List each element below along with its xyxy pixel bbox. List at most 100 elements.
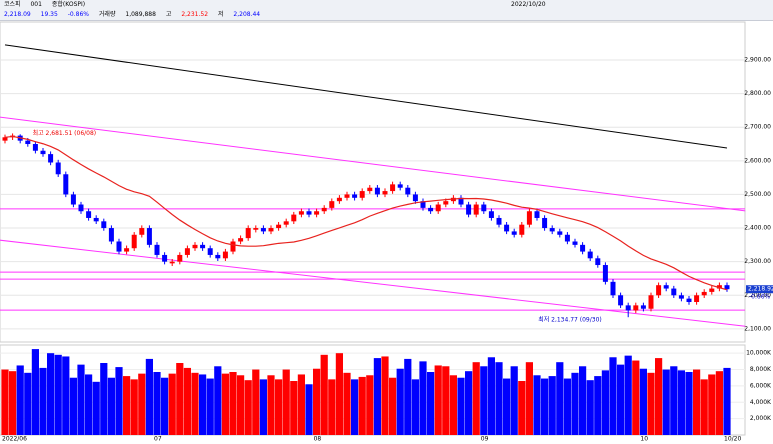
volume-bar <box>389 377 397 435</box>
candle-body <box>207 248 213 255</box>
volume-bar <box>465 371 473 435</box>
high-annotation: 최고 2,681.51 (06/08) <box>33 129 97 137</box>
volume-bar <box>320 354 328 435</box>
candle-body <box>93 217 99 222</box>
volume-bar <box>434 365 442 435</box>
candle-body <box>70 194 76 205</box>
volume-tick-label: 4,000K <box>750 399 772 406</box>
y-tick-label: 2,100.00 <box>744 325 771 332</box>
low-label: 저 <box>217 11 224 18</box>
x-tick-label: 07 <box>154 436 162 443</box>
volume-label: 거래량 <box>98 11 116 18</box>
volume-bar <box>396 368 404 435</box>
volume-bar <box>199 374 207 435</box>
moving-average <box>4 135 728 291</box>
candle-body <box>2 137 8 141</box>
y-tick-label: 2,200.00 <box>744 292 771 299</box>
volume-bar <box>601 370 609 435</box>
volume-bar <box>176 363 184 435</box>
candle-body <box>557 231 563 235</box>
volume-bar <box>723 367 731 435</box>
volume-bar <box>252 369 260 435</box>
candle-body <box>108 228 114 242</box>
candle-body <box>633 305 639 311</box>
candle-body <box>709 288 715 292</box>
volume-bar <box>335 353 343 435</box>
candle-body <box>466 204 472 215</box>
volume-bar <box>632 360 640 435</box>
candle-body <box>481 204 487 212</box>
change-pct: -0.86% <box>67 11 89 18</box>
candle-body <box>397 184 403 188</box>
y-tick-label: 2,900.00 <box>744 56 771 63</box>
candle-body <box>686 298 692 302</box>
volume-tick-label: 10,000K <box>746 350 772 357</box>
candle-body <box>488 211 494 218</box>
candle-body <box>701 291 707 296</box>
volume-bar <box>290 381 298 435</box>
volume-bar <box>221 373 229 435</box>
volume-bar <box>495 362 503 435</box>
price-pane <box>0 21 746 343</box>
volume-bar <box>700 379 708 435</box>
volume-bar <box>183 367 191 435</box>
candle-body <box>564 234 570 242</box>
volume-bar <box>54 354 62 435</box>
volume-bar <box>214 366 222 435</box>
volume-bar <box>168 373 176 435</box>
y-tick-label: 2,400.00 <box>744 225 771 232</box>
volume-bar <box>541 378 549 435</box>
candle-body <box>359 191 365 198</box>
last-price-box <box>746 285 773 294</box>
volume-bar <box>449 375 457 435</box>
candle-body <box>602 265 608 282</box>
volume-bar <box>153 372 161 435</box>
volume-bar <box>343 372 351 435</box>
candle-body <box>526 211 532 225</box>
candle-body <box>200 244 206 249</box>
candle-body <box>610 281 616 296</box>
candle-body <box>169 261 175 264</box>
candle-body <box>367 187 373 192</box>
candle-body <box>412 194 418 202</box>
candle-body <box>154 244 160 255</box>
volume-bar <box>404 358 412 435</box>
volume-bar <box>715 371 723 435</box>
volume-bar <box>639 368 647 435</box>
volume-bar <box>259 379 267 435</box>
volume-bar <box>708 374 716 435</box>
volume-bar <box>662 369 670 435</box>
candle-body <box>32 144 38 151</box>
low-annotation: 최저 2,134.77 (09/30) <box>538 316 602 324</box>
change: 19.35 <box>40 11 58 18</box>
trend-line <box>0 239 746 327</box>
candle-body <box>124 248 130 252</box>
candle-body <box>496 217 502 225</box>
volume-tick-label: 8,000K <box>750 366 772 373</box>
candle-body <box>374 187 380 195</box>
volume-bar <box>503 378 511 435</box>
volume-bar <box>624 355 632 435</box>
volume-bar <box>328 379 336 435</box>
candle-body <box>78 204 84 212</box>
candle-body <box>245 228 251 239</box>
candle-body <box>177 254 183 262</box>
date[interactable]: 2022/10/20 <box>511 1 546 8</box>
candle-body <box>587 251 593 259</box>
volume-bar <box>275 379 283 435</box>
market[interactable]: 코스피 <box>4 1 21 8</box>
volume-bar <box>92 381 100 435</box>
code[interactable]: 001 <box>30 1 42 8</box>
x-tick-label: 10/20 <box>724 436 741 443</box>
price: 2,218.09 <box>4 11 31 18</box>
high: 2,231.52 <box>181 11 209 18</box>
candle-body <box>253 228 259 230</box>
volume-bar <box>267 375 275 435</box>
volume-bar <box>100 363 108 435</box>
volume-bar <box>191 372 199 435</box>
volume-bar <box>145 358 153 435</box>
candle-body <box>382 191 388 195</box>
x-tick-label: 2022/06 <box>2 436 27 443</box>
candle-body <box>519 224 525 235</box>
